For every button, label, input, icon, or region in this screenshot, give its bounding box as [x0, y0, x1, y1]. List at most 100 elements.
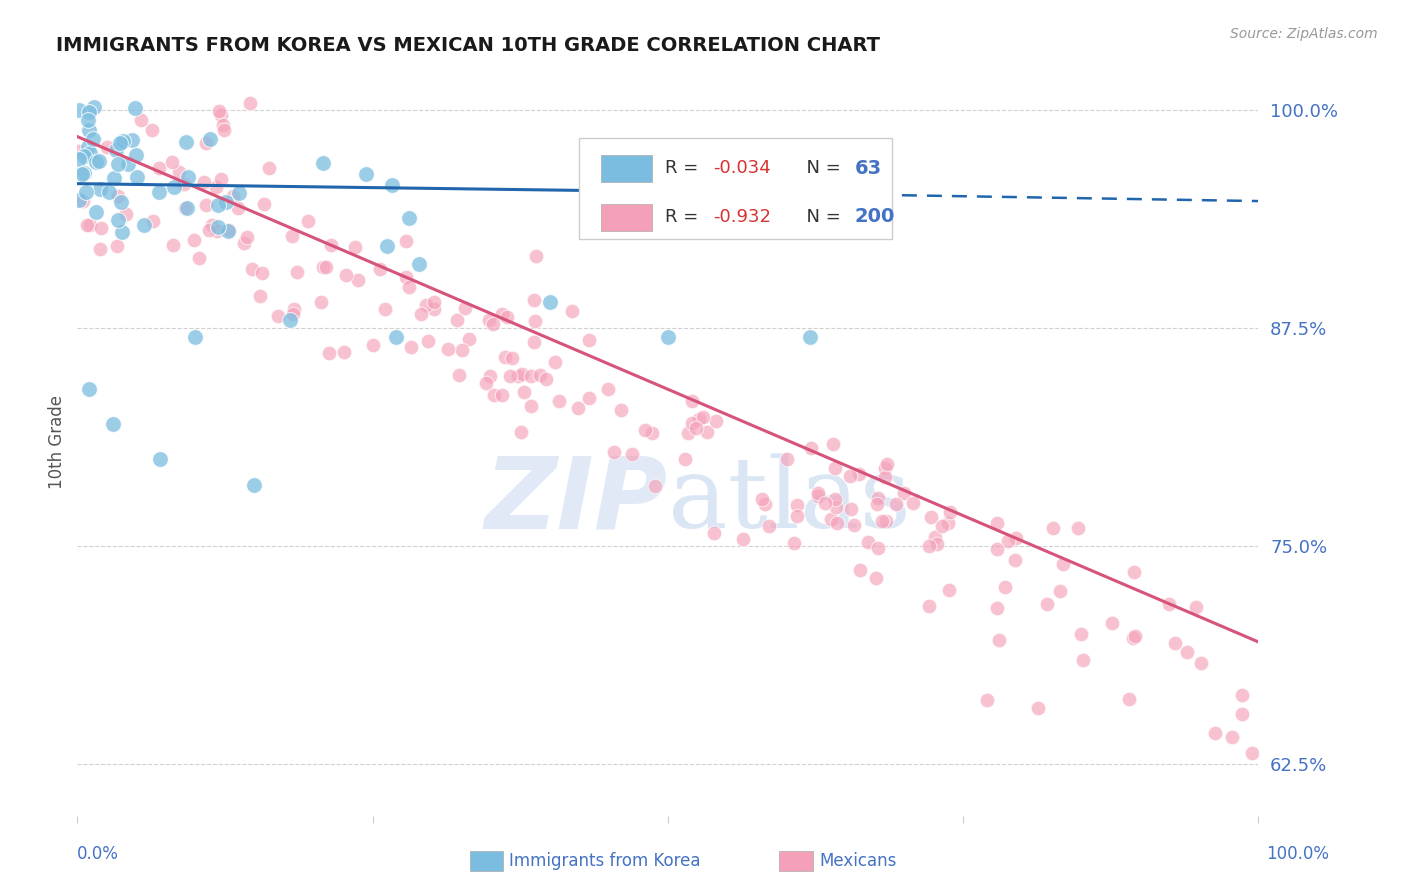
Point — [901, 496, 924, 510]
Point — [688, 412, 710, 426]
Point — [842, 517, 865, 532]
Point — [858, 535, 880, 549]
Point — [866, 497, 889, 511]
Point — [1122, 565, 1144, 579]
Point — [318, 346, 340, 360]
Point — [824, 461, 846, 475]
Point — [751, 492, 773, 507]
Point — [886, 497, 908, 511]
Point — [868, 491, 890, 506]
Point — [115, 207, 138, 221]
Point — [422, 301, 444, 316]
Point — [873, 461, 896, 475]
Point — [335, 268, 357, 282]
Point — [177, 169, 200, 184]
Point — [519, 368, 541, 383]
Point — [875, 515, 897, 529]
Point — [67, 153, 90, 167]
Point — [250, 266, 273, 280]
Point — [824, 500, 846, 514]
Point — [1230, 688, 1253, 702]
Point — [111, 135, 134, 149]
Text: -0.034: -0.034 — [713, 159, 770, 177]
Point — [513, 384, 536, 399]
Point — [127, 169, 149, 184]
Point — [226, 202, 249, 216]
Point — [201, 218, 224, 232]
Point — [103, 171, 125, 186]
Point — [799, 330, 821, 344]
Point — [129, 113, 152, 128]
Point — [976, 693, 998, 707]
Point — [395, 235, 418, 249]
Point — [125, 148, 148, 162]
Point — [673, 452, 696, 467]
Point — [1185, 599, 1208, 614]
Point — [876, 457, 898, 471]
Point — [1042, 520, 1064, 534]
Point — [198, 222, 221, 236]
Point — [117, 157, 139, 171]
Point — [870, 515, 893, 529]
Point — [167, 165, 190, 179]
Point — [98, 185, 121, 199]
Point — [931, 519, 953, 533]
Point — [1220, 731, 1243, 745]
Text: ZIP: ZIP — [485, 453, 668, 550]
Point — [422, 295, 444, 310]
Point — [90, 220, 112, 235]
Point — [821, 436, 844, 450]
Point — [1164, 635, 1187, 649]
Point — [211, 118, 233, 132]
Point — [183, 234, 205, 248]
Point — [233, 236, 256, 251]
Point — [510, 367, 533, 381]
Point — [731, 532, 754, 546]
Point — [824, 492, 846, 507]
Point — [561, 304, 583, 318]
Point — [685, 421, 707, 435]
Point — [820, 512, 842, 526]
Text: 200: 200 — [855, 207, 894, 227]
Point — [534, 372, 557, 386]
Point — [578, 333, 600, 347]
Point — [374, 301, 396, 316]
Point — [865, 572, 887, 586]
Point — [610, 403, 633, 417]
Point — [215, 194, 238, 209]
Point — [195, 136, 218, 151]
Point — [986, 541, 1008, 556]
Point — [501, 351, 523, 365]
Text: 0.0%: 0.0% — [77, 845, 120, 863]
Point — [297, 214, 319, 228]
Point — [1026, 701, 1049, 715]
Point — [491, 388, 513, 402]
Point — [142, 213, 165, 227]
Point — [96, 139, 118, 153]
Point — [446, 313, 468, 327]
Point — [240, 261, 263, 276]
Point — [436, 342, 458, 356]
Point — [491, 307, 513, 321]
Text: N =: N = — [796, 159, 846, 177]
Point — [1052, 558, 1074, 572]
Point — [1101, 615, 1123, 630]
Point — [936, 516, 959, 530]
Point — [77, 113, 100, 128]
Point — [415, 298, 437, 312]
Point — [499, 369, 522, 384]
Point — [209, 172, 232, 186]
Point — [1241, 746, 1264, 760]
Text: Mexicans: Mexicans — [820, 852, 897, 870]
Point — [381, 178, 404, 192]
Point — [361, 338, 384, 352]
Point — [1230, 707, 1253, 722]
Point — [603, 444, 626, 458]
Point — [758, 519, 780, 533]
Point — [205, 179, 228, 194]
Point — [848, 467, 870, 482]
Point — [176, 135, 198, 149]
Point — [239, 95, 262, 110]
Point — [474, 376, 496, 391]
Point — [278, 312, 301, 326]
